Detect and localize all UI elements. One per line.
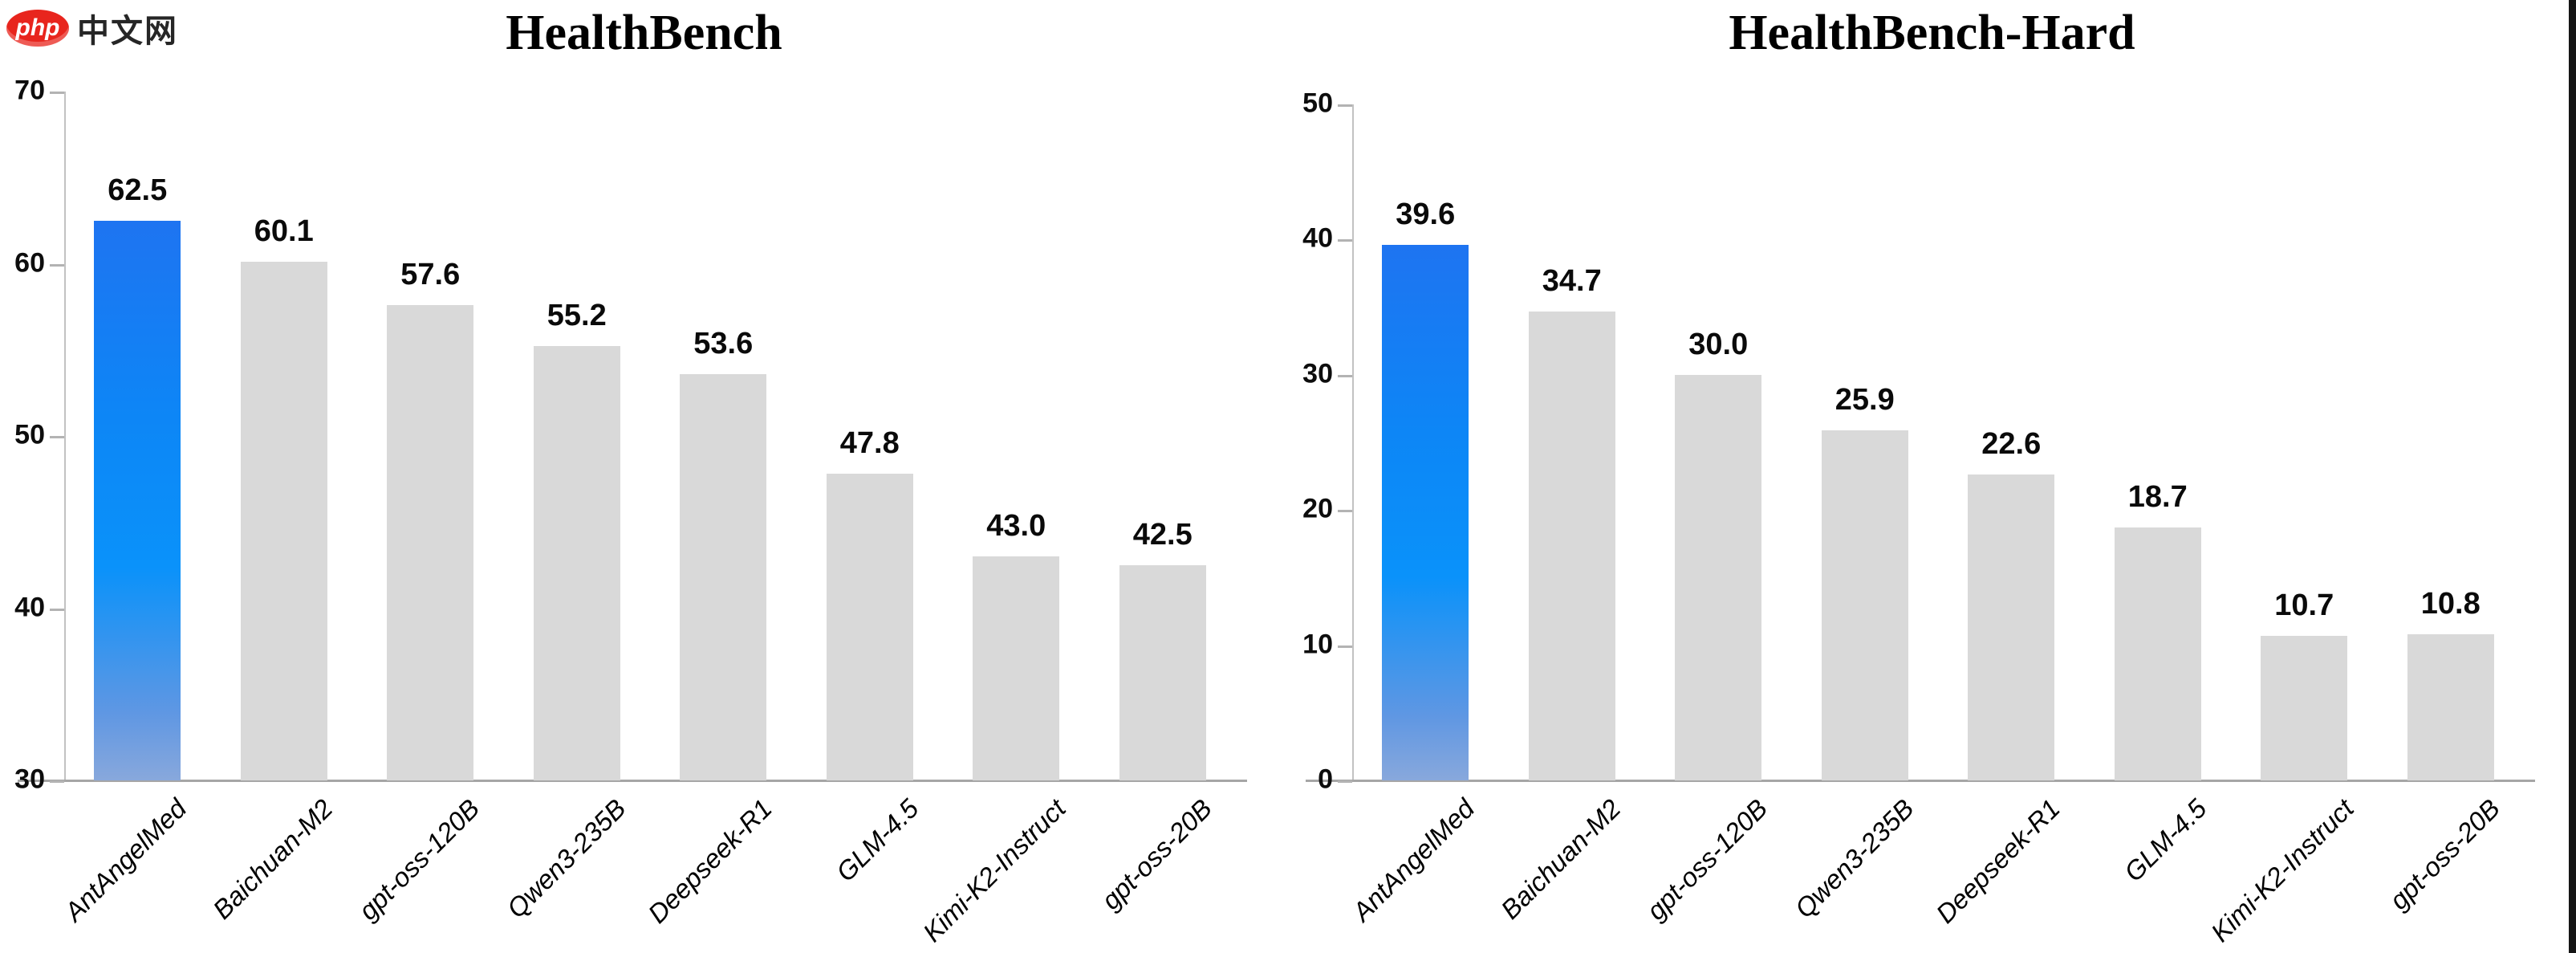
y-axis-tick <box>50 780 64 783</box>
bar-Baichuan-M2 <box>240 262 327 780</box>
bar-Kimi-K2-Instruct <box>2261 635 2348 780</box>
x-axis-label: GLM-4.5 <box>830 793 924 887</box>
y-axis-tick-label: 40 <box>1302 223 1333 255</box>
bar-value-label: 55.2 <box>546 299 607 333</box>
y-axis-tick-label: 70 <box>14 75 45 106</box>
x-axis-label: Qwen3-235B <box>501 793 632 924</box>
y-axis-tick <box>1338 780 1352 783</box>
bar-value-label: 60.1 <box>254 214 314 249</box>
php-cn-watermark-logo: php 中文网 <box>6 5 178 51</box>
y-axis-tick <box>1338 374 1352 377</box>
x-axis-line <box>18 780 1247 782</box>
bar-value-label: 47.8 <box>839 426 900 461</box>
bar-value-label: 62.5 <box>108 173 168 207</box>
y-axis-tick <box>1338 104 1352 107</box>
y-axis-tick-label: 50 <box>1302 88 1333 119</box>
bar-gpt-oss-120B <box>1675 374 1762 780</box>
x-axis-label: Deepseek-R1 <box>1930 793 2066 929</box>
bar-GLM-4.5 <box>826 474 913 780</box>
y-axis-tick-label: 60 <box>14 247 45 279</box>
y-axis-tick-label: 10 <box>1302 629 1333 660</box>
bar-AntAngelMed <box>1382 245 1469 780</box>
chart-title-healthbench: HealthBench <box>506 6 782 60</box>
bar-value-label: 53.6 <box>693 326 754 360</box>
y-axis-tick <box>50 263 64 267</box>
y-axis-tick <box>50 436 64 438</box>
bar-value-label: 18.7 <box>2127 480 2188 515</box>
x-axis-line <box>1306 780 2535 782</box>
y-axis-tick-label: 30 <box>14 764 45 795</box>
bar-value-label: 34.7 <box>1542 263 1602 298</box>
y-axis-tick <box>50 608 64 611</box>
x-axis-label: gpt-oss-20B <box>2383 793 2505 915</box>
bar-Deepseek-R1 <box>1968 474 2055 780</box>
bar-value-label: 22.6 <box>1981 427 2042 462</box>
bar-value-label: 43.0 <box>986 509 1046 544</box>
bar-Kimi-K2-Instruct <box>973 556 1060 780</box>
x-axis-label: Qwen3-235B <box>1789 793 1920 924</box>
x-axis-label: gpt-oss-120B <box>1640 793 1774 926</box>
x-axis-label: AntAngelMed <box>59 793 193 927</box>
bar-value-label: 10.7 <box>2274 588 2334 622</box>
bar-Qwen3-235B <box>1821 430 1908 780</box>
bar-gpt-oss-120B <box>387 304 474 780</box>
bar-value-label: 30.0 <box>1688 327 1749 361</box>
bar-Baichuan-M2 <box>1528 311 1615 780</box>
y-axis-tick <box>1338 239 1352 242</box>
healthbench-chart: HealthBench 30 40 50 60 70 62.5 AntAngelMed 60.… <box>14 6 1247 947</box>
y-axis-tick-label: 40 <box>14 592 45 623</box>
bar-value-label: 25.9 <box>1834 382 1895 417</box>
y-axis-tick-label: 30 <box>1302 358 1333 389</box>
x-axis-label: Baichuan-M2 <box>1495 793 1627 925</box>
bar-value-label: 57.6 <box>400 257 461 291</box>
bar-Qwen3-235B <box>533 346 620 780</box>
healthbench-plot-area: 30 40 50 60 70 62.5 AntAngelMed 60.1 Baichuan-M2… <box>14 75 1247 947</box>
x-axis-label: gpt-oss-20B <box>1095 793 1217 915</box>
y-axis-tick <box>1338 510 1352 513</box>
y-axis-tick <box>1338 645 1352 648</box>
y-axis-tick-label: 0 <box>1318 764 1333 795</box>
chart-title-healthbench-hard: HealthBench-Hard <box>1729 6 2135 60</box>
healthbench-hard-plot-area: 0 10 20 30 40 50 39.6 AntAngelMed 34.7 Baichuan-M… <box>1302 88 2535 947</box>
x-axis-label: Kimi-K2-Instruct <box>2204 793 2359 948</box>
healthbench-hard-chart: HealthBench-Hard 0 10 20 30 40 50 39.6 AntAngel… <box>1288 0 2576 953</box>
screen-edge-artifact <box>2569 0 2576 953</box>
php-cn-logo-text: 中文网 <box>77 14 178 49</box>
php-logo-badge-icon: php <box>6 10 69 47</box>
x-axis-label: Deepseek-R1 <box>642 793 778 929</box>
y-axis-line <box>64 92 66 780</box>
x-axis-label: AntAngelMed <box>1347 793 1481 927</box>
x-axis-label: GLM-4.5 <box>2118 793 2212 887</box>
y-axis-tick-label: 20 <box>1302 493 1333 524</box>
bar-value-label: 39.6 <box>1396 198 1456 232</box>
x-axis-label: Kimi-K2-Instruct <box>916 793 1071 948</box>
bar-gpt-oss-20B <box>1119 564 1206 780</box>
x-axis-label: Baichuan-M2 <box>207 793 339 925</box>
x-axis-label: gpt-oss-120B <box>352 793 486 926</box>
y-axis-tick <box>50 92 64 94</box>
bar-AntAngelMed <box>94 220 181 780</box>
bar-value-label: 10.8 <box>2420 587 2481 621</box>
y-axis-tick-label: 50 <box>14 419 45 450</box>
bar-gpt-oss-20B <box>2407 634 2494 780</box>
bar-value-label: 42.5 <box>1132 517 1193 552</box>
bar-GLM-4.5 <box>2114 527 2201 780</box>
y-axis-line <box>1352 104 1354 780</box>
bar-Deepseek-R1 <box>680 373 767 780</box>
